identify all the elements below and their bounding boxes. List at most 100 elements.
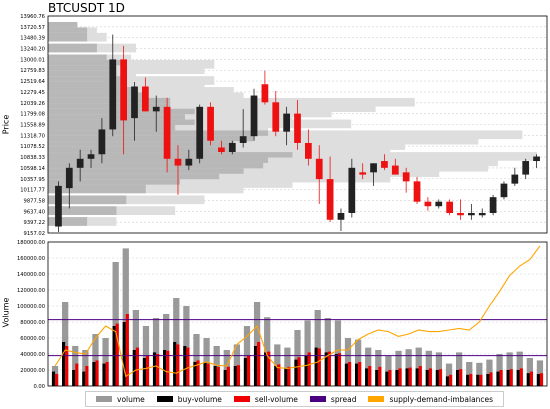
sell-volume-bar xyxy=(145,355,150,386)
volume-profile-core xyxy=(48,81,127,91)
sell-volume-bar xyxy=(287,366,291,386)
price-tick-label: 10838.33 xyxy=(20,155,45,161)
price-tick-label: 9157.02 xyxy=(24,231,45,237)
sell-volume-bar xyxy=(428,368,432,386)
sell-volume-bar xyxy=(469,374,473,386)
buy-volume-bar xyxy=(466,374,470,386)
price-tick-label: 10598.14 xyxy=(20,166,45,172)
price-tick-label: 12039.26 xyxy=(20,101,45,107)
candle-body xyxy=(283,113,291,132)
volume-profile-core xyxy=(48,27,88,37)
volume-profile-core xyxy=(48,146,229,156)
candle-body xyxy=(185,158,193,166)
candle-body xyxy=(315,158,323,180)
sell-volume-bar xyxy=(358,362,362,386)
sell-volume-bar xyxy=(267,351,271,386)
sell-volume-bar xyxy=(479,374,483,386)
sell-volume-bar xyxy=(539,373,544,386)
buy-volume-bar xyxy=(264,352,268,386)
volume-profile-bar xyxy=(48,87,234,96)
legend-label-buy-volume: buy-volume xyxy=(177,394,222,404)
volume-bar xyxy=(395,350,402,386)
candle-body xyxy=(348,167,356,213)
volume-profile-core xyxy=(48,21,78,31)
volume-profile-core xyxy=(48,135,254,145)
legend-item-volume: volume xyxy=(96,395,145,404)
volume-bar xyxy=(102,338,109,386)
sell-volume-bar xyxy=(307,352,311,386)
candle-body xyxy=(152,106,160,112)
sell-volume-bar xyxy=(378,366,382,386)
volume-tick-label: 100000.00 xyxy=(17,304,45,310)
buy-volume-bar xyxy=(425,370,429,386)
price-plot-frame xyxy=(47,15,548,234)
candle-body xyxy=(424,201,432,207)
buy-volume-bar xyxy=(72,370,76,386)
volume-profile-core xyxy=(48,179,181,188)
candle-body xyxy=(87,154,95,159)
price-tick-label: 12759.83 xyxy=(20,68,45,74)
candle-body xyxy=(402,172,410,182)
buy-volume-bar xyxy=(354,363,359,386)
candle-body xyxy=(304,142,312,159)
candle-body xyxy=(533,156,540,162)
legend-label-imbalance: supply-demand-imbalances xyxy=(389,394,494,404)
volume-profile-core xyxy=(48,70,117,80)
sell-volume-bar xyxy=(398,368,402,386)
buy-volume-bar xyxy=(152,352,157,386)
volume-bar xyxy=(193,334,200,386)
sell-volume-bar xyxy=(529,371,533,386)
sell-volume-bar xyxy=(499,370,503,386)
buy-volume-bar xyxy=(456,370,460,386)
candle-body xyxy=(218,147,225,153)
volume-profile-bar xyxy=(48,76,215,85)
sell-volume-bar xyxy=(317,348,321,386)
volume-profile-core xyxy=(48,119,195,129)
sell-volume-bar xyxy=(337,353,342,386)
candle-body xyxy=(261,84,269,103)
buy-volume-bar xyxy=(365,368,369,386)
candle-body xyxy=(326,179,334,220)
volume-profile-core xyxy=(48,114,185,123)
legend-swatch-spread xyxy=(309,396,326,402)
sell-volume-bar xyxy=(226,366,230,386)
sell-volume-bar xyxy=(449,374,453,386)
sell-volume-bar xyxy=(408,367,412,386)
legend: volume buy-volume sell-volume spread sup… xyxy=(85,391,505,407)
buy-volume-bar xyxy=(122,322,126,386)
legend-swatch-volume xyxy=(96,396,112,402)
candle-body xyxy=(109,59,117,130)
candle-body xyxy=(457,212,464,216)
buy-volume-bar xyxy=(415,368,419,386)
candle-body xyxy=(207,106,214,141)
buy-volume-bar xyxy=(243,358,247,386)
buy-volume-bar xyxy=(51,371,56,386)
candle-body xyxy=(413,181,421,202)
buy-volume-bar xyxy=(314,347,318,386)
volume-profile-core xyxy=(48,87,137,96)
volume-bar xyxy=(92,334,99,386)
volume-profile-core xyxy=(48,195,127,205)
buy-volume-bar xyxy=(82,371,86,386)
volume-profile-core xyxy=(48,173,220,183)
buy-volume-bar xyxy=(223,370,227,386)
buy-volume-bar xyxy=(142,358,146,386)
price-tick-label: 11799.08 xyxy=(20,112,45,118)
price-tick-label: 11558.89 xyxy=(20,123,45,129)
sell-volume-bar xyxy=(216,366,220,386)
volume-profile-core xyxy=(48,206,117,215)
sell-volume-bar xyxy=(489,372,493,386)
volume-profile-bar xyxy=(48,130,523,140)
chart-title: BTCUSDT 1D xyxy=(48,1,125,15)
volume-bar xyxy=(152,318,160,386)
sell-volume-bar xyxy=(388,370,392,386)
buy-volume-bar xyxy=(253,346,258,386)
candle-body xyxy=(272,102,280,132)
candle-body xyxy=(120,59,128,121)
candle-body xyxy=(467,212,475,216)
volume-profile-core xyxy=(48,162,264,172)
candle-body xyxy=(55,185,62,227)
price-tick-label: 9637.40 xyxy=(24,209,45,215)
